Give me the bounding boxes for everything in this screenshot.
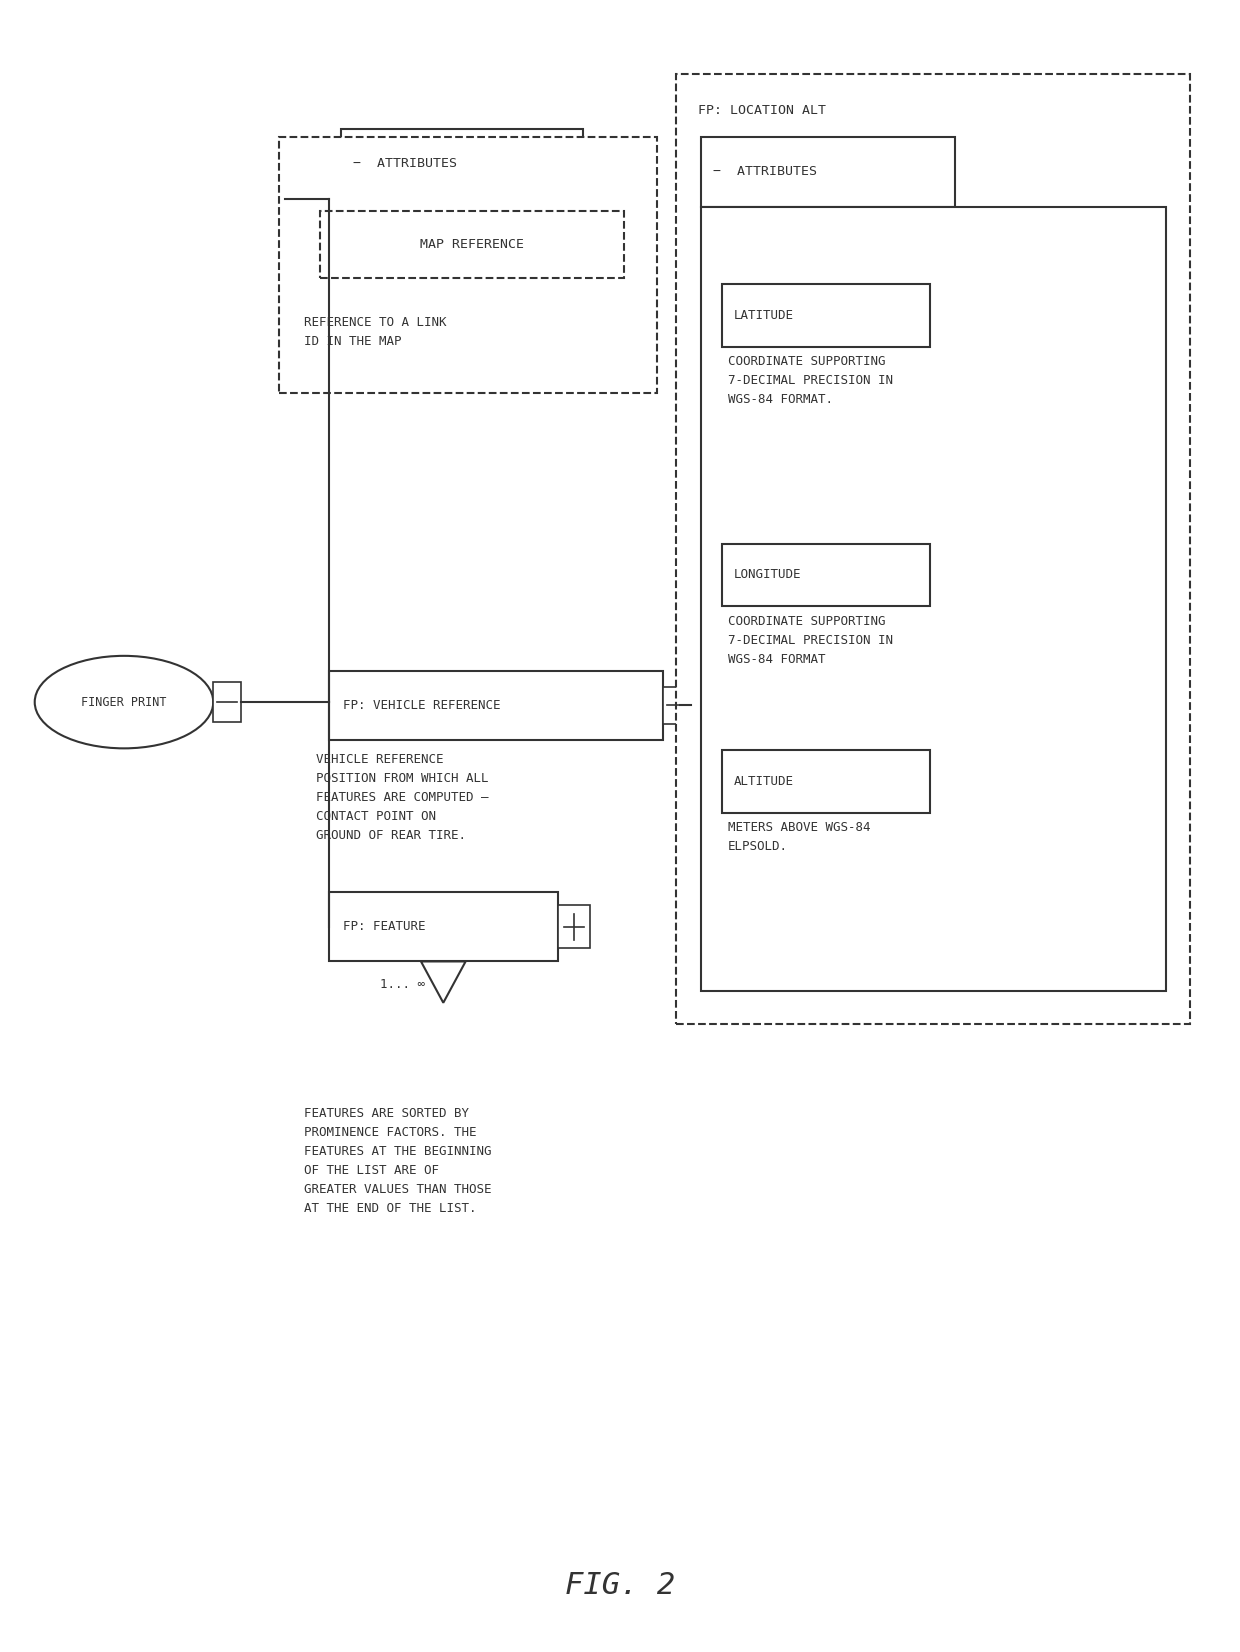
Text: REFERENCE TO A LINK
ID IN THE MAP: REFERENCE TO A LINK ID IN THE MAP: [304, 316, 446, 347]
Bar: [329, 892, 558, 961]
Bar: [701, 206, 1166, 991]
Bar: [663, 687, 691, 724]
Bar: [329, 671, 663, 740]
Polygon shape: [422, 961, 466, 1003]
Text: COORDINATE SUPPORTING
7-DECIMAL PRECISION IN
WGS-84 FORMAT.: COORDINATE SUPPORTING 7-DECIMAL PRECISIO…: [728, 355, 893, 406]
Text: LONGITUDE: LONGITUDE: [734, 568, 801, 582]
Text: −  ATTRIBUTES: − ATTRIBUTES: [353, 157, 458, 170]
Text: ALTITUDE: ALTITUDE: [734, 775, 794, 788]
Text: FP: LOCATION ALT: FP: LOCATION ALT: [698, 104, 826, 117]
Text: FIG. 2: FIG. 2: [565, 1571, 675, 1601]
Text: LATITUDE: LATITUDE: [734, 309, 794, 322]
Text: FINGER PRINT: FINGER PRINT: [82, 695, 166, 709]
Bar: [722, 544, 930, 606]
Bar: [558, 905, 590, 948]
Bar: [341, 129, 583, 198]
Bar: [279, 137, 657, 393]
Text: −  ATTRIBUTES: − ATTRIBUTES: [713, 165, 817, 178]
Bar: [722, 284, 930, 347]
Bar: [320, 211, 624, 278]
Text: COORDINATE SUPPORTING
7-DECIMAL PRECISION IN
WGS-84 FORMAT: COORDINATE SUPPORTING 7-DECIMAL PRECISIO…: [728, 615, 893, 666]
Text: METERS ABOVE WGS-84
ELPSOLD.: METERS ABOVE WGS-84 ELPSOLD.: [728, 821, 870, 852]
Bar: [213, 682, 241, 722]
Text: FP: VEHICLE REFERENCE: FP: VEHICLE REFERENCE: [343, 699, 501, 712]
Text: FP: FEATURE: FP: FEATURE: [343, 920, 427, 933]
Text: MAP REFERENCE: MAP REFERENCE: [420, 238, 523, 251]
Bar: [701, 137, 955, 206]
Text: FEATURES ARE SORTED BY
PROMINENCE FACTORS. THE
FEATURES AT THE BEGINNING
OF THE : FEATURES ARE SORTED BY PROMINENCE FACTOR…: [304, 1107, 491, 1214]
Ellipse shape: [35, 656, 213, 748]
Bar: [676, 74, 1190, 1024]
Text: 1... ∞: 1... ∞: [381, 978, 425, 991]
Text: VEHICLE REFERENCE
POSITION FROM WHICH ALL
FEATURES ARE COMPUTED –
CONTACT POINT : VEHICLE REFERENCE POSITION FROM WHICH AL…: [316, 753, 489, 843]
Bar: [722, 750, 930, 813]
